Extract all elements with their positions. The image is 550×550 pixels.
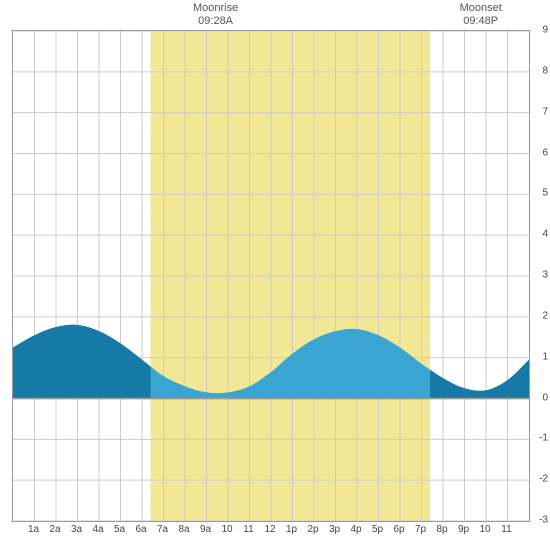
x-tick: 6p <box>389 524 409 535</box>
x-tick: 7p <box>411 524 431 535</box>
x-tick: 5a <box>110 524 130 535</box>
x-tick: 11 <box>239 524 259 535</box>
y-tick: -1 <box>530 433 548 444</box>
y-tick: 9 <box>530 25 548 36</box>
y-tick: 1 <box>530 351 548 362</box>
x-tick: 8p <box>432 524 452 535</box>
x-tick: 6a <box>131 524 151 535</box>
x-tick: 12 <box>260 524 280 535</box>
x-tick: 5p <box>368 524 388 535</box>
y-tick: -2 <box>530 474 548 485</box>
moonset-label: Moonset <box>451 2 511 15</box>
y-tick: 2 <box>530 310 548 321</box>
y-tick: 6 <box>530 147 548 158</box>
x-tick: 1p <box>282 524 302 535</box>
y-tick: 7 <box>530 106 548 117</box>
x-tick: 4p <box>346 524 366 535</box>
x-tick: 7a <box>153 524 173 535</box>
moonset-time: 09:48P <box>451 15 511 28</box>
moonrise-header: Moonrise 09:28A <box>186 2 246 28</box>
y-tick: 8 <box>530 65 548 76</box>
x-tick: 8a <box>174 524 194 535</box>
x-tick: 2p <box>303 524 323 535</box>
plot-svg <box>13 31 529 521</box>
x-tick: 10 <box>217 524 237 535</box>
y-tick: 4 <box>530 229 548 240</box>
x-tick: 9a <box>196 524 216 535</box>
x-tick: 10 <box>475 524 495 535</box>
x-tick: 11 <box>497 524 517 535</box>
x-tick: 4a <box>88 524 108 535</box>
x-tick: 3a <box>67 524 87 535</box>
x-tick: 3p <box>325 524 345 535</box>
moonrise-time: 09:28A <box>186 15 246 28</box>
y-tick: 5 <box>530 188 548 199</box>
x-tick: 2a <box>45 524 65 535</box>
y-tick: -3 <box>530 515 548 526</box>
x-tick: 1a <box>24 524 44 535</box>
moonrise-label: Moonrise <box>186 2 246 15</box>
y-tick: 3 <box>530 270 548 281</box>
x-tick: 9p <box>454 524 474 535</box>
y-tick: 0 <box>530 392 548 403</box>
plot-area <box>12 30 530 522</box>
moonset-header: Moonset 09:48P <box>451 2 511 28</box>
tide-chart: Moonrise 09:28A Moonset 09:48P -3-2-1012… <box>0 0 550 550</box>
